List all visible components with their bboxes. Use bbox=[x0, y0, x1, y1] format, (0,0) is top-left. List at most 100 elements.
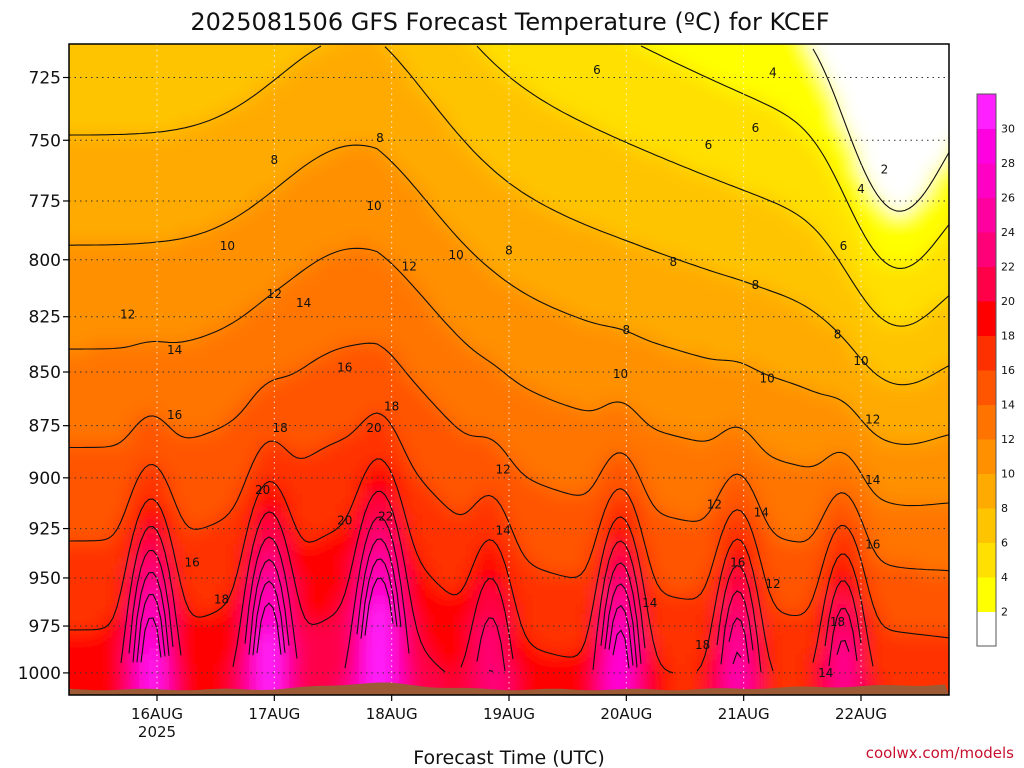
temperature-cell bbox=[529, 414, 540, 425]
temperature-cell bbox=[669, 454, 680, 465]
temperature-cell bbox=[279, 594, 290, 605]
temperature-cell bbox=[199, 654, 210, 665]
temperature-cell bbox=[479, 444, 490, 455]
temperature-cell bbox=[749, 104, 760, 115]
temperature-cell bbox=[119, 24, 130, 35]
temperature-cell bbox=[669, 74, 680, 85]
temperature-cell bbox=[219, 344, 230, 355]
temperature-cell bbox=[279, 394, 290, 405]
temperature-cell bbox=[239, 164, 250, 175]
temperature-cell bbox=[569, 284, 580, 295]
temperature-cell bbox=[109, 654, 120, 665]
temperature-cell bbox=[619, 124, 630, 135]
temperature-cell bbox=[569, 714, 580, 725]
temperature-cell bbox=[379, 184, 390, 195]
temperature-cell bbox=[79, 364, 90, 375]
temperature-cell bbox=[359, 64, 370, 75]
temperature-cell bbox=[579, 344, 590, 355]
temperature-cell bbox=[359, 94, 370, 105]
temperature-cell bbox=[259, 174, 270, 185]
temperature-cell bbox=[119, 484, 130, 495]
temperature-cell bbox=[419, 154, 430, 165]
temperature-cell bbox=[319, 124, 330, 135]
temperature-cell bbox=[69, 664, 80, 675]
temperature-cell bbox=[209, 334, 220, 345]
temperature-cell bbox=[709, 404, 720, 415]
temperature-cell bbox=[419, 134, 430, 145]
temperature-cell bbox=[599, 294, 610, 305]
temperature-cell bbox=[389, 144, 400, 155]
temperature-cell bbox=[309, 624, 320, 635]
temperature-cell bbox=[89, 104, 100, 115]
temperature-cell bbox=[139, 644, 150, 655]
temperature-cell bbox=[219, 154, 230, 165]
temperature-cell bbox=[389, 344, 400, 355]
temperature-cell bbox=[599, 314, 610, 325]
temperature-cell bbox=[739, 524, 750, 535]
temperature-cell bbox=[659, 654, 670, 665]
temperature-cell bbox=[429, 274, 440, 285]
temperature-cell bbox=[99, 624, 110, 635]
temperature-cell bbox=[339, 134, 350, 145]
temperature-cell bbox=[219, 584, 230, 595]
temperature-cell bbox=[679, 564, 690, 575]
temperature-cell bbox=[539, 264, 550, 275]
temperature-cell bbox=[619, 354, 630, 365]
temperature-cell bbox=[199, 354, 210, 365]
temperature-cell bbox=[549, 324, 560, 335]
temperature-cell bbox=[349, 184, 360, 195]
temperature-cell bbox=[209, 44, 220, 55]
temperature-cell bbox=[169, 484, 180, 495]
temperature-cell bbox=[309, 314, 320, 325]
temperature-cell bbox=[239, 554, 250, 565]
temperature-cell bbox=[119, 274, 130, 285]
temperature-cell bbox=[209, 664, 220, 675]
temperature-cell bbox=[679, 344, 690, 355]
temperature-cell bbox=[679, 434, 690, 445]
temperature-cell bbox=[519, 504, 530, 515]
temperature-cell bbox=[419, 84, 430, 95]
temperature-cell bbox=[439, 214, 450, 225]
chart-title: 2025081506 GFS Forecast Temperature (ºC)… bbox=[190, 8, 829, 36]
temperature-cell bbox=[159, 364, 170, 375]
temperature-cell bbox=[639, 464, 650, 475]
temperature-cell bbox=[339, 304, 350, 315]
temperature-cell bbox=[699, 454, 710, 465]
temperature-cell bbox=[669, 434, 680, 445]
temperature-cell bbox=[299, 424, 310, 435]
temperature-cell bbox=[289, 464, 300, 475]
temperature-cell bbox=[449, 224, 460, 235]
temperature-cell bbox=[609, 464, 620, 475]
temperature-cell bbox=[69, 324, 80, 335]
temperature-cell bbox=[369, 364, 380, 375]
temperature-cell bbox=[329, 244, 340, 255]
temperature-cell bbox=[629, 314, 640, 325]
temperature-cell bbox=[279, 264, 290, 275]
temperature-cell bbox=[129, 194, 140, 205]
temperature-cell bbox=[99, 264, 110, 275]
temperature-cell bbox=[539, 544, 550, 555]
temperature-cell bbox=[189, 434, 200, 445]
temperature-cell bbox=[339, 184, 350, 195]
temperature-cell bbox=[499, 464, 510, 475]
temperature-cell bbox=[549, 294, 560, 305]
temperature-cell bbox=[579, 434, 590, 445]
temperature-cell bbox=[479, 334, 490, 345]
temperature-cell bbox=[659, 214, 670, 225]
temperature-cell bbox=[329, 574, 340, 585]
temperature-cell bbox=[619, 64, 630, 75]
temperature-cell bbox=[729, 354, 740, 365]
temperature-cell bbox=[669, 664, 680, 675]
temperature-cell bbox=[359, 244, 370, 255]
temperature-cell bbox=[619, 474, 630, 485]
temperature-cell bbox=[149, 364, 160, 375]
temperature-cell bbox=[289, 214, 300, 225]
temperature-cell bbox=[419, 224, 430, 235]
temperature-cell bbox=[469, 644, 480, 655]
temperature-cell bbox=[279, 124, 290, 135]
temperature-cell bbox=[429, 524, 440, 535]
temperature-cell bbox=[89, 664, 100, 675]
temperature-cell bbox=[159, 634, 170, 645]
temperature-cell bbox=[749, 344, 760, 355]
temperature-cell bbox=[279, 154, 290, 165]
